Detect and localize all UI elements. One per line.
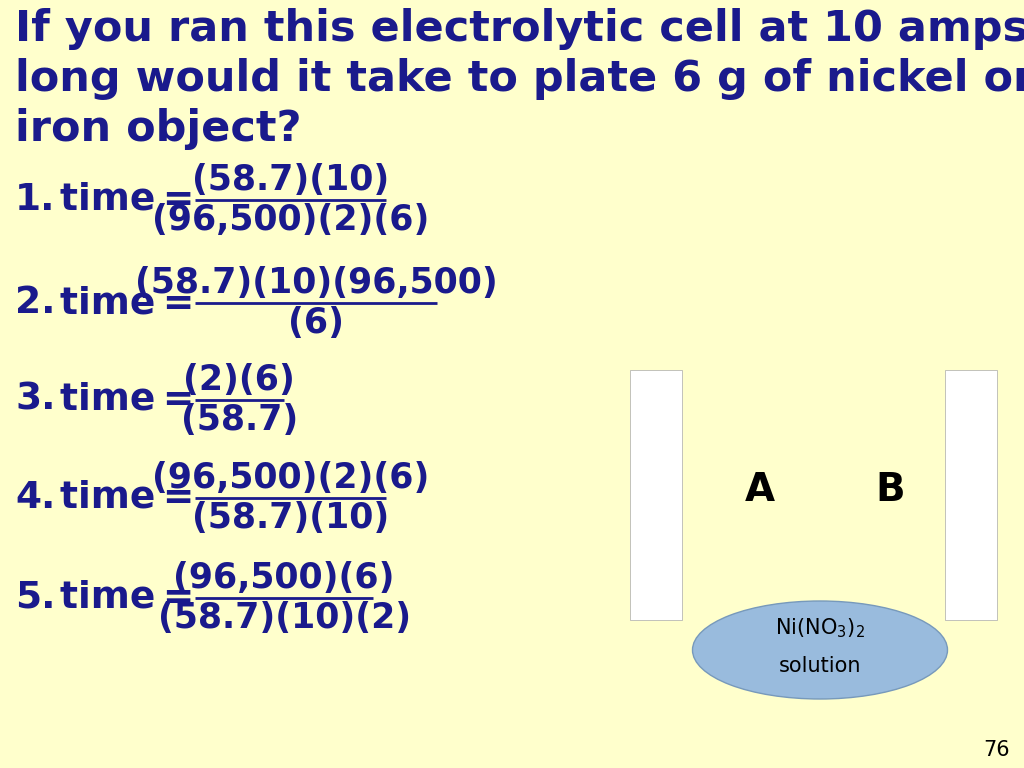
Text: 4.: 4.	[15, 480, 55, 516]
Text: time =: time =	[60, 182, 195, 218]
Text: (96,500)(6): (96,500)(6)	[173, 561, 395, 595]
Text: 76: 76	[983, 740, 1010, 760]
Text: (58.7)(10)(2): (58.7)(10)(2)	[158, 601, 411, 635]
Text: 1.: 1.	[15, 182, 55, 218]
Text: A: A	[744, 471, 775, 509]
Text: (58.7): (58.7)	[181, 403, 298, 437]
Text: solution: solution	[778, 656, 861, 676]
Text: If you ran this electrolytic cell at 10 amps, how: If you ran this electrolytic cell at 10 …	[15, 8, 1024, 50]
Text: time =: time =	[60, 580, 195, 616]
Text: (58.7)(10): (58.7)(10)	[191, 163, 389, 197]
Text: iron object?: iron object?	[15, 108, 301, 150]
Text: (96,500)(2)(6): (96,500)(2)(6)	[152, 203, 429, 237]
Text: (2)(6): (2)(6)	[183, 363, 295, 397]
FancyBboxPatch shape	[630, 370, 682, 620]
Text: time =: time =	[60, 285, 195, 321]
FancyBboxPatch shape	[945, 370, 997, 620]
Text: B: B	[876, 471, 905, 509]
Text: time =: time =	[60, 382, 195, 418]
Text: (6): (6)	[288, 306, 344, 340]
Text: Ni(NO$_3$)$_2$: Ni(NO$_3$)$_2$	[775, 617, 865, 640]
Text: time =: time =	[60, 480, 195, 516]
Text: long would it take to plate 6 g of nickel onto a: long would it take to plate 6 g of nicke…	[15, 58, 1024, 100]
Text: (58.7)(10): (58.7)(10)	[191, 501, 389, 535]
Text: (58.7)(10)(96,500): (58.7)(10)(96,500)	[135, 266, 498, 300]
Text: (96,500)(2)(6): (96,500)(2)(6)	[152, 461, 429, 495]
Text: 5.: 5.	[15, 580, 55, 616]
Text: 3.: 3.	[15, 382, 55, 418]
Text: 2.: 2.	[15, 285, 55, 321]
Ellipse shape	[692, 601, 947, 699]
